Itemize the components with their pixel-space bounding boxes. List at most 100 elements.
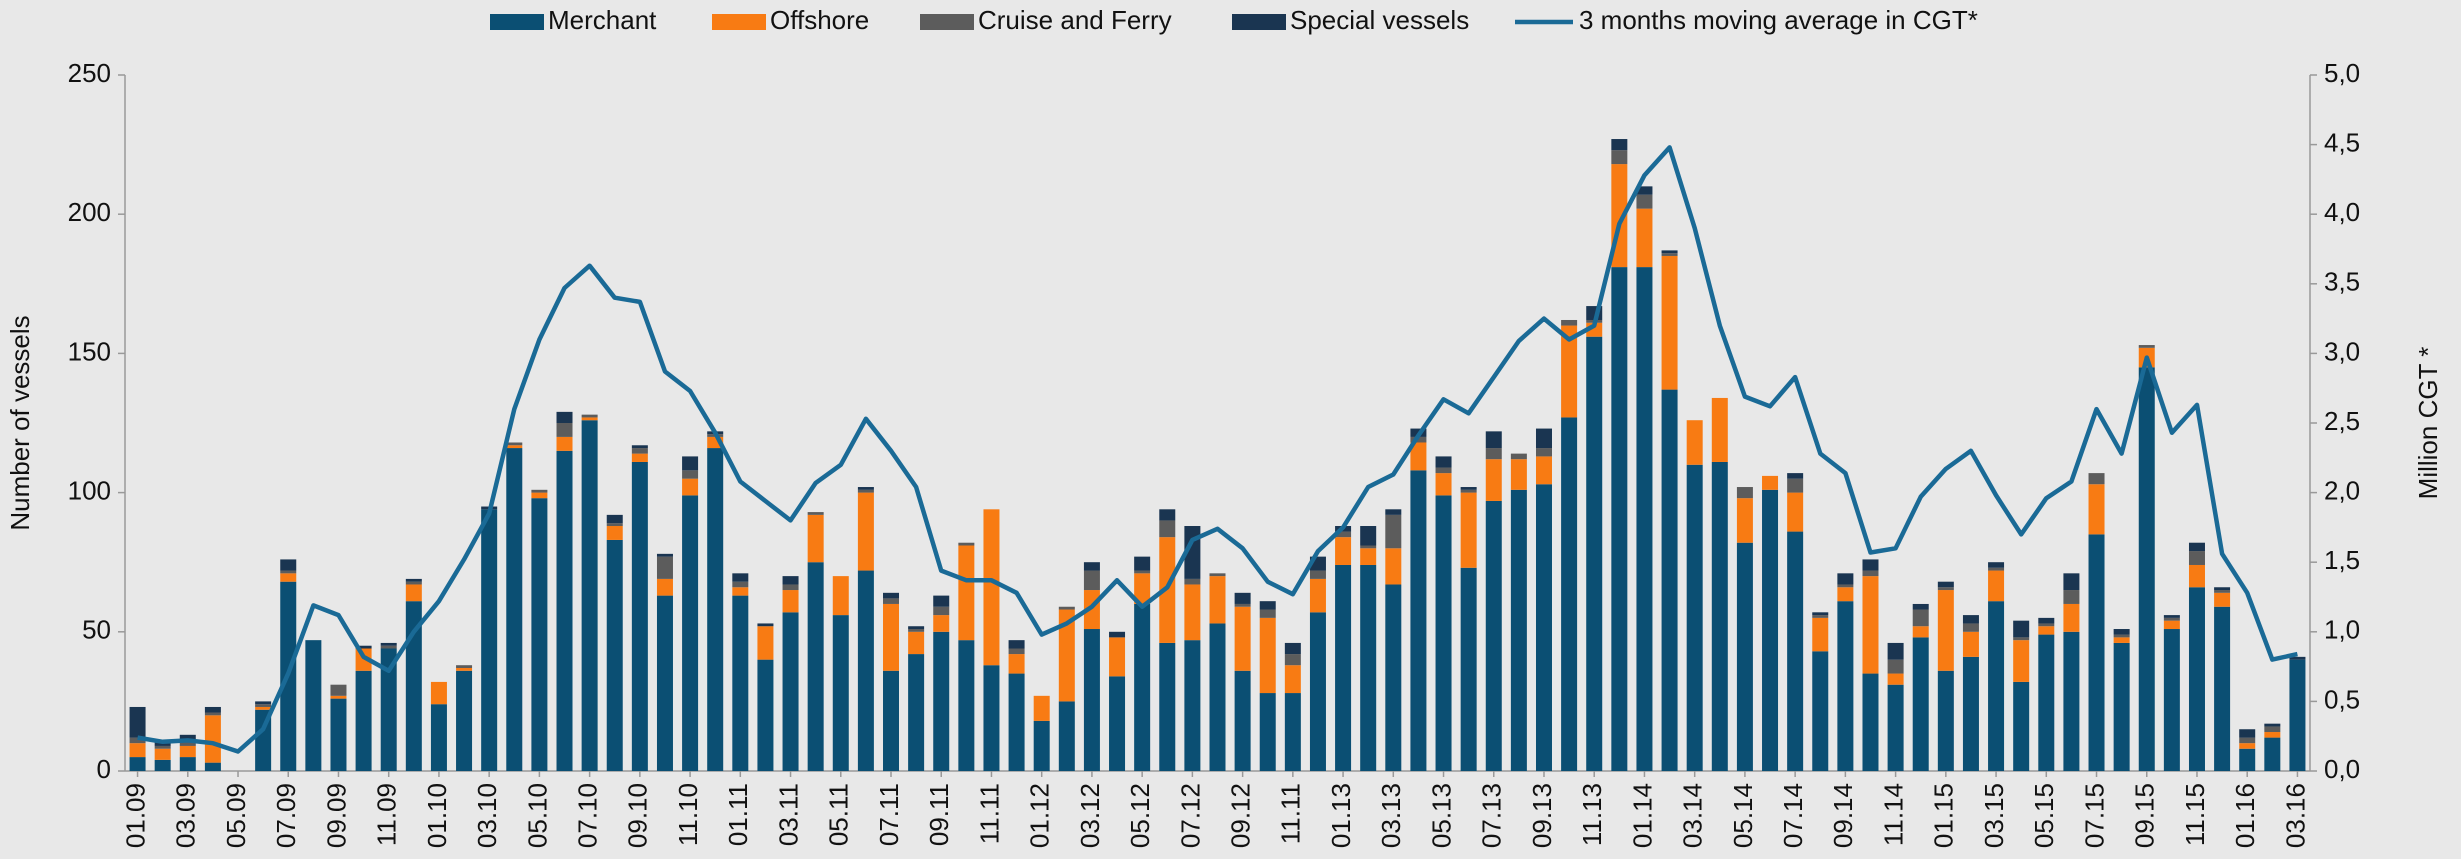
x-tick-label: 05.15 xyxy=(2029,783,2059,848)
x-tick-label: 03.13 xyxy=(1376,783,1406,848)
bar-segment xyxy=(2013,640,2030,682)
bar-segment xyxy=(380,648,397,771)
bar-segment xyxy=(330,695,347,699)
bar-segment xyxy=(1837,584,1854,588)
bar-segment xyxy=(883,598,900,604)
x-tick-label: 11.13 xyxy=(1577,783,1607,846)
bar-segment xyxy=(2063,631,2080,771)
x-tick-label: 07.10 xyxy=(573,783,603,848)
bar-segment xyxy=(1184,578,1201,585)
bar-segment xyxy=(631,445,648,449)
bar-segment xyxy=(1284,642,1301,655)
bar-segment xyxy=(807,512,824,515)
bar-segment xyxy=(1083,570,1100,591)
bar-segment xyxy=(983,509,1000,666)
bar-segment xyxy=(1134,573,1151,604)
legend-label: Merchant xyxy=(548,5,657,35)
bar-segment xyxy=(2188,542,2205,552)
bar-segment xyxy=(1887,673,1904,685)
bar-segment xyxy=(2138,367,2155,771)
bar-segment xyxy=(154,745,171,749)
bar-segment xyxy=(1410,442,1427,471)
bar-segment xyxy=(757,659,774,771)
bar-segment xyxy=(556,450,573,771)
bar-segment xyxy=(430,704,447,771)
bar-segment xyxy=(2138,345,2155,348)
bar-segment xyxy=(405,581,422,585)
x-tick-label: 05.13 xyxy=(1426,783,1456,848)
x-tick-label: 03.14 xyxy=(1678,783,1708,848)
bar-segment xyxy=(506,442,523,446)
y2-tick-label: 1,0 xyxy=(2324,615,2360,645)
bar-segment xyxy=(782,590,799,613)
bar-segment xyxy=(2113,642,2130,771)
bar-segment xyxy=(1435,456,1452,468)
bar-segment xyxy=(2214,606,2231,771)
bar-segment xyxy=(1636,194,1653,209)
bar-segment xyxy=(2264,723,2281,727)
bar-segment xyxy=(1988,601,2005,771)
x-tick-label: 01.13 xyxy=(1326,783,1356,848)
bar-segment xyxy=(732,587,749,596)
bar-segment xyxy=(255,706,272,710)
bar-segment xyxy=(1159,642,1176,771)
bar-segment xyxy=(2113,637,2130,643)
bar-segment xyxy=(531,489,548,493)
bar-segment xyxy=(1988,567,2005,571)
bar-segment xyxy=(405,578,422,582)
bar-segment xyxy=(1410,470,1427,771)
bar-segment xyxy=(1686,420,1703,465)
bar-segment xyxy=(1787,478,1804,493)
x-tick-label: 03.09 xyxy=(171,783,201,848)
bar-segment xyxy=(1309,612,1326,771)
bar-segment xyxy=(1460,567,1477,771)
bar-segment xyxy=(606,526,623,540)
bar-segment xyxy=(1335,564,1352,771)
bar-segment xyxy=(1284,654,1301,666)
bar-segment xyxy=(908,626,925,630)
x-tick-label: 01.14 xyxy=(1627,783,1657,848)
bar-segment xyxy=(129,757,146,771)
x-tick-label: 05.14 xyxy=(1728,783,1758,848)
bar-segment xyxy=(2088,473,2105,485)
bar-segment xyxy=(1535,484,1552,771)
bar-segment xyxy=(2163,617,2180,621)
bar-segment xyxy=(204,706,221,713)
legend-label: Special vessels xyxy=(1290,5,1469,35)
bar-segment xyxy=(154,748,171,760)
bar-segment xyxy=(1862,570,1879,577)
bar-segment xyxy=(832,576,849,616)
bar-segment xyxy=(707,448,724,771)
x-tick-label: 01.09 xyxy=(120,783,150,848)
bar-segment xyxy=(1812,615,1829,618)
x-tick-label: 11.11 xyxy=(974,783,1004,844)
legend-swatch xyxy=(490,14,544,30)
bar-segment xyxy=(2264,737,2281,771)
x-tick-label: 05.12 xyxy=(1125,783,1155,848)
bar-segment xyxy=(380,645,397,649)
bar-segment xyxy=(1008,648,1025,655)
bar-segment xyxy=(631,461,648,771)
bar-segment xyxy=(933,606,950,616)
bar-segment xyxy=(1561,319,1578,326)
bar-segment xyxy=(1636,186,1653,195)
bar-segment xyxy=(1887,642,1904,660)
bar-segment xyxy=(556,436,573,451)
bar-segment xyxy=(1912,603,1929,610)
bar-segment xyxy=(506,448,523,771)
bar-segment xyxy=(1284,665,1301,694)
bar-segment xyxy=(1962,631,1979,657)
bar-segment xyxy=(2038,634,2055,771)
y2-tick-label: 0,0 xyxy=(2324,754,2360,784)
bar-segment xyxy=(2239,737,2256,744)
bar-segment xyxy=(682,495,699,771)
bar-segment xyxy=(656,556,673,579)
x-tick-label: 11.11 xyxy=(1276,783,1306,844)
bar-segment xyxy=(782,576,799,585)
bar-segment xyxy=(1736,498,1753,543)
bar-segment xyxy=(1385,548,1402,585)
bar-segment xyxy=(2239,743,2256,749)
bar-segment xyxy=(179,740,196,746)
bar-segment xyxy=(807,514,824,563)
bar-segment xyxy=(2063,603,2080,632)
